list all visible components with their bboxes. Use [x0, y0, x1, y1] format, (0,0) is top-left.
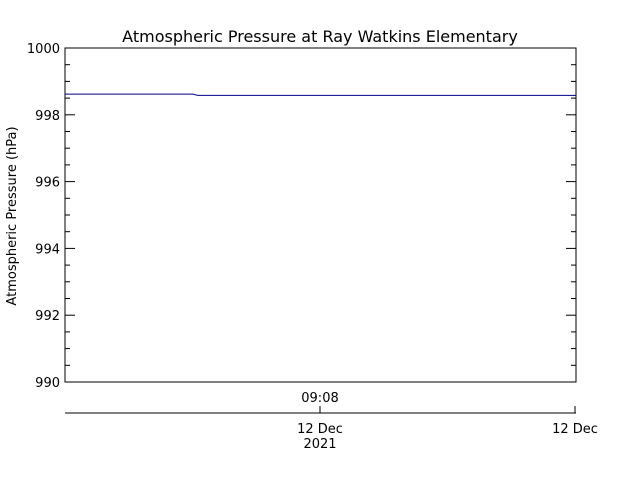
y-tick-label: 992 [35, 309, 60, 324]
series-line [65, 93, 576, 96]
y-axis-ticks: 990 992 994 996 998 1000 [27, 42, 576, 391]
date-tick-label-1-day: 12 Dec [297, 422, 343, 437]
time-tick-label: 09:08 [301, 391, 338, 406]
y-tick-label: 996 [35, 176, 60, 191]
plot-frame [64, 47, 577, 383]
series-group [65, 93, 576, 96]
date-axis: 12 Dec 2021 12 Dec [65, 406, 598, 452]
date-tick-label-1-year: 2021 [303, 437, 336, 452]
y-tick-label: 990 [35, 376, 60, 391]
y-tick-label: 994 [35, 242, 60, 257]
date-tick-label-2-day: 12 Dec [552, 422, 598, 437]
chart-title: Atmospheric Pressure at Ray Watkins Elem… [122, 27, 518, 46]
y-tick-label: 998 [35, 109, 60, 124]
y-tick-label: 1000 [27, 42, 60, 57]
y-axis-label: Atmospheric Pressure (hPa) [5, 126, 20, 305]
